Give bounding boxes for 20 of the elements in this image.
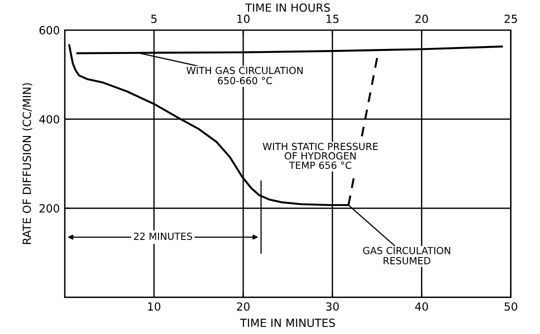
x2-tick-label: 15	[326, 14, 339, 24]
x2-tick-label: 25	[504, 14, 517, 24]
y-axis-title: RATE OF DIFFUSION (CC/MIN)	[22, 83, 32, 244]
x-tick-label: 20	[236, 302, 250, 311]
annotation: WITH GAS CIRCULATION 650-660 °C	[186, 66, 303, 84]
annotation: GAS CIRCULATION RESUMED	[363, 246, 450, 264]
x-axis-title: TIME IN MINUTES	[240, 318, 335, 328]
x-tick-label: 30	[326, 302, 339, 311]
x2-tick-label: 10	[237, 14, 250, 24]
y-tick-label: 400	[39, 115, 60, 124]
y-tick-label: 200	[40, 204, 60, 213]
x-tick-label: 40	[415, 302, 428, 311]
x2-axis-title: TIME IN HOURS	[245, 3, 330, 12]
x2-tick-label: 20	[415, 14, 428, 24]
annotation: 22 MINUTES	[134, 232, 192, 240]
y-tick-label: 600	[40, 26, 60, 34]
annotation: WITH STATIC PRESSURE OF HYDROGEN TEMP 656 °C	[262, 142, 378, 169]
x-tick-label: 10	[148, 302, 160, 311]
x-tick-label: 50	[504, 302, 518, 311]
x2-tick-label: 5	[151, 14, 157, 24]
